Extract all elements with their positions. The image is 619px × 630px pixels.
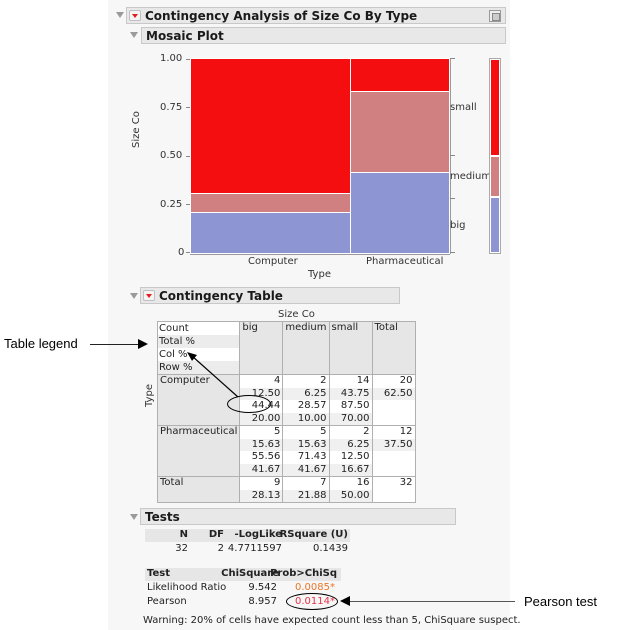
legend-item: Total % (158, 335, 240, 348)
table-header-row: Count Total % Col % Row % big medium sma… (156, 321, 416, 375)
table-cell: 9 28.13 (239, 476, 284, 503)
table-cell: 5 15.63 55.56 41.67 (239, 425, 284, 477)
red-triangle-menu-icon[interactable] (129, 10, 141, 21)
y-tick-label: 0.50 (160, 150, 183, 161)
warning-text: Warning: 20% of cells have expected coun… (143, 615, 521, 626)
legend-label-big: big (450, 220, 466, 231)
table-cell: 2 6.25 28.57 10.00 (282, 374, 330, 426)
column-header: Total (371, 321, 416, 375)
mosaic-cell-computer-small[interactable] (190, 58, 351, 194)
column-header: ChiSquare (221, 568, 279, 579)
table-row: Computer 4 12.50 44.44 20.00 2 6.25 28.5… (156, 374, 416, 426)
n-value: 32 (175, 543, 188, 554)
annotation-arrow (90, 344, 140, 345)
contingency-table: Count Total % Col % Row % big medium sma… (156, 321, 416, 503)
section-title: Tests (145, 509, 180, 524)
mosaic-cell-computer-medium[interactable] (190, 193, 351, 213)
annotation-pearson-test: Pearson test (524, 594, 597, 609)
annotation-arrow (350, 601, 515, 602)
column-header: Prob>ChiSq (270, 568, 337, 579)
red-triangle-menu-icon[interactable] (143, 290, 155, 301)
contingency-table-header: Contingency Table (140, 287, 400, 304)
report-header: Contingency Analysis of Size Co By Type (126, 7, 506, 24)
annotation-ellipse (286, 593, 338, 610)
x-axis (190, 254, 450, 255)
column-header: RSquare (U) (279, 529, 348, 540)
report-options-icon[interactable] (489, 10, 501, 22)
table-legend: Count Total % Col % Row % (156, 321, 241, 375)
row-group-label: Type (144, 384, 155, 407)
loglike-value: 4.7711597 (227, 543, 282, 554)
legend-swatch-big (491, 198, 499, 252)
df-value: 2 (217, 543, 224, 554)
section-title: Contingency Table (159, 288, 283, 303)
report-title: Contingency Analysis of Size Co By Type (145, 8, 418, 23)
legend-label-medium: medium (450, 171, 492, 182)
x-tick-label: Pharmaceutical (366, 256, 444, 267)
mosaic-plot (190, 58, 450, 254)
column-header: medium (282, 321, 330, 375)
x-axis-title: Type (308, 269, 331, 280)
table-row: Pharmaceutical 5 15.63 55.56 41.67 5 15.… (156, 425, 416, 477)
column-header: -LogLike (234, 529, 282, 540)
disclosure-triangle-icon[interactable] (130, 514, 138, 520)
mosaic-cell-computer-big[interactable] (190, 212, 351, 254)
y-tick-label: 1.00 (160, 53, 183, 64)
y-tick-label: 0.25 (160, 199, 183, 210)
column-header: small (328, 321, 373, 375)
color-legend-bar (489, 58, 501, 254)
test-name: Likelihood Ratio (147, 582, 227, 593)
tests-summary-table: N DF -LogLike RSquare (U) 32 2 4.7711597… (145, 529, 350, 559)
table-cell: 16 50.00 (328, 476, 373, 503)
annotation-ellipse (227, 395, 271, 413)
column-header: big (239, 321, 284, 375)
chisquare-value: 9.542 (248, 582, 277, 593)
mosaic-cell-pharma-medium[interactable] (350, 91, 450, 173)
legend-label-small: small (450, 102, 477, 113)
table-cell: 20 62.50 (371, 374, 416, 426)
tests-header: Tests (140, 508, 456, 525)
row-label: Pharmaceutical (156, 425, 241, 477)
table-row-total: Total 9 28.13 7 21.88 16 50.00 32 (156, 476, 416, 503)
column-header: Test (147, 568, 171, 579)
legend-item: Count (158, 322, 240, 335)
chisquare-value: 8.957 (248, 596, 277, 607)
disclosure-triangle-icon[interactable] (130, 32, 138, 38)
table-cell: 32 (371, 476, 416, 503)
legend-item: Col % (158, 348, 240, 361)
disclosure-triangle-icon[interactable] (130, 293, 138, 299)
rsquare-value: 0.1439 (313, 543, 348, 554)
mosaic-cell-pharma-big[interactable] (350, 172, 450, 254)
y-tick-label: 0 (178, 247, 185, 258)
arrowhead-icon (138, 339, 148, 349)
table-cell: 2 6.25 12.50 16.67 (328, 425, 373, 477)
y-axis-title: Size Co (131, 111, 142, 148)
p-value: 0.0085* (295, 582, 335, 593)
x-tick-label: Computer (248, 256, 298, 267)
column-header: N (179, 529, 188, 540)
mosaic-plot-header: Mosaic Plot (141, 27, 506, 44)
chisquare-tests-table: Test ChiSquare Prob>ChiSq Likelihood Rat… (145, 568, 341, 612)
row-label: Total (156, 476, 241, 503)
right-axis (450, 58, 451, 254)
legend-item: Row % (158, 361, 240, 374)
table-cell: 14 43.75 87.50 70.00 (328, 374, 373, 426)
section-title: Mosaic Plot (146, 28, 224, 43)
test-name: Pearson (147, 596, 187, 607)
y-tick-label: 0.75 (160, 102, 183, 113)
legend-swatch-medium (491, 157, 499, 196)
legend-swatch-small (491, 60, 499, 155)
table-cell: 12 37.50 (371, 425, 416, 477)
annotation-table-legend: Table legend (4, 336, 78, 351)
table-cell: 7 21.88 (282, 476, 330, 503)
column-header: DF (208, 529, 224, 540)
table-cell: 5 15.63 71.43 41.67 (282, 425, 330, 477)
arrowhead-icon (340, 596, 350, 606)
mosaic-cell-pharma-small[interactable] (350, 58, 450, 92)
column-group-label: Size Co (278, 309, 315, 320)
disclosure-triangle-icon[interactable] (116, 12, 124, 18)
